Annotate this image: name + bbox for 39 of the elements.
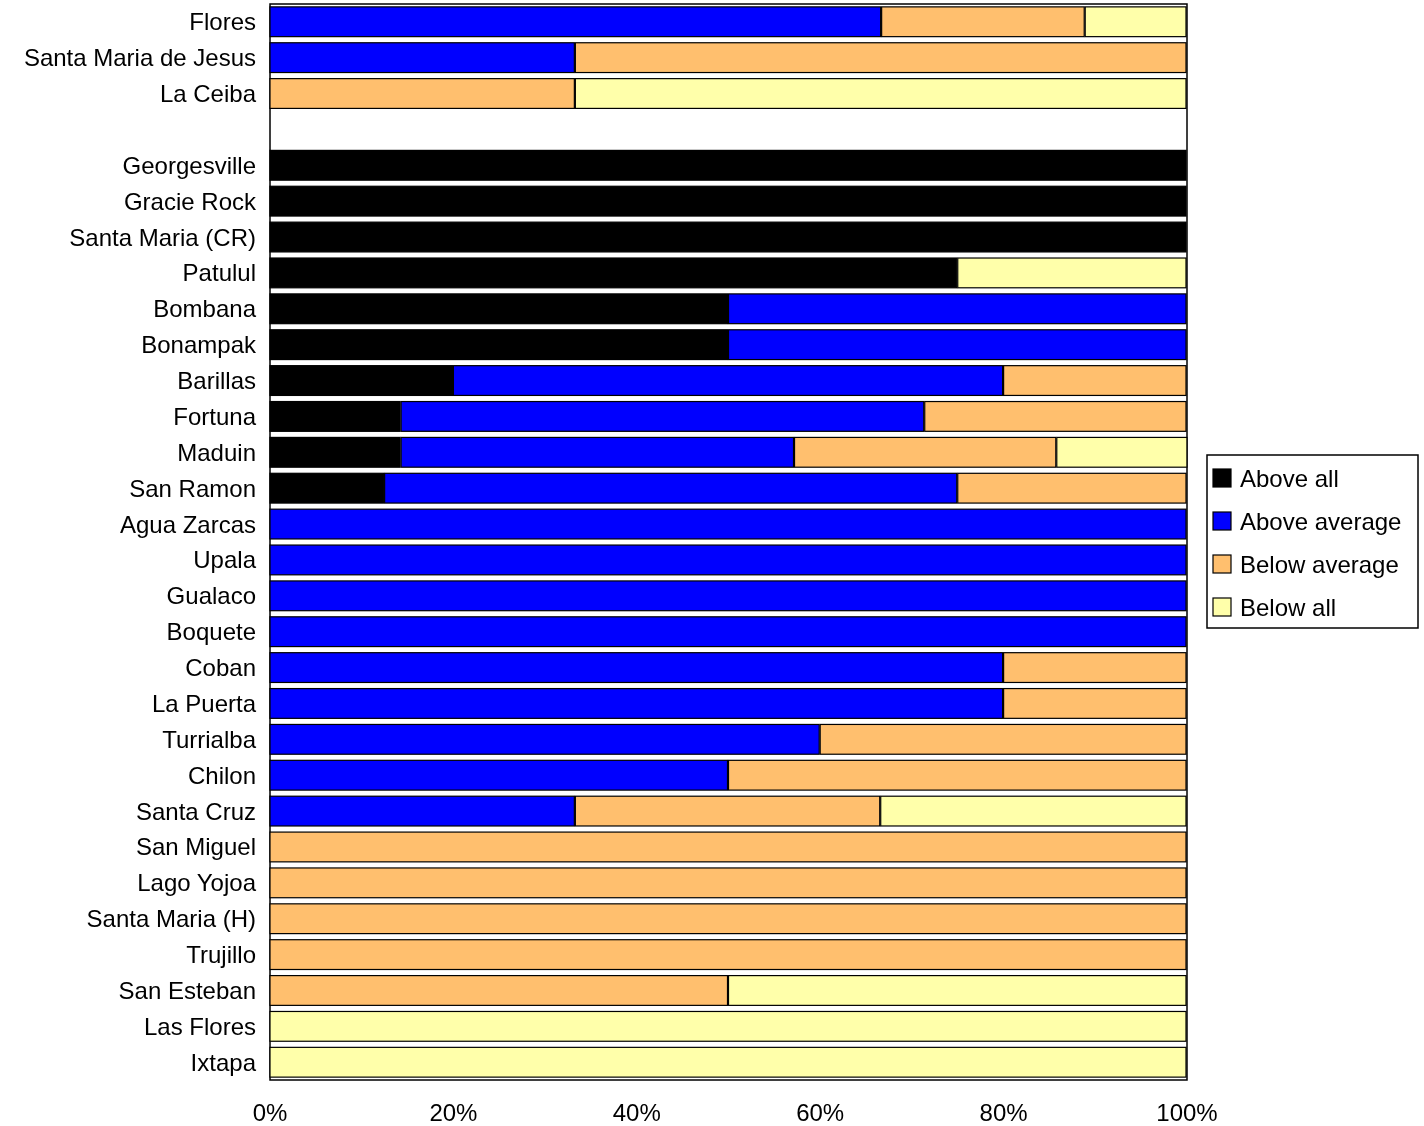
y-tick-label: Gracie Rock: [123, 187, 257, 215]
legend-label: Below average: [1240, 550, 1399, 578]
y-tick-label: Maduin: [177, 438, 256, 466]
y-tick-label: Flores: [189, 8, 256, 36]
y-tick-label: Upala: [193, 546, 257, 574]
legend-label: Below all: [1240, 593, 1337, 621]
y-tick-label: Santa Maria (CR): [69, 223, 256, 251]
y-tick-label: Georgesville: [122, 151, 256, 179]
y-tick-label: Ixtapa: [190, 1048, 257, 1076]
y-tick-label: Turrialba: [162, 725, 257, 753]
y-tick-label: La Ceiba: [159, 80, 257, 108]
y-tick-label: Boquete: [166, 618, 256, 646]
y-tick-label: Gualaco: [166, 582, 256, 610]
y-tick-label: Trujillo: [186, 941, 256, 969]
x-tick-label: 60%: [796, 1098, 845, 1126]
y-tick-label: Lago Yojoa: [137, 869, 257, 897]
y-tick-label: Las Flores: [143, 1012, 256, 1040]
x-tick-label: 20%: [429, 1098, 478, 1126]
x-tick-label: 80%: [979, 1098, 1028, 1126]
x-tick-label: 0%: [252, 1098, 288, 1126]
y-tick-label: Santa Maria (H): [86, 905, 256, 933]
y-tick-label: Bonampak: [141, 331, 257, 359]
y-tick-label: San Miguel: [135, 833, 256, 861]
legend-label: Above average: [1240, 507, 1402, 535]
y-tick-label: Fortuna: [173, 402, 257, 430]
y-tick-label: La Puerta: [151, 689, 257, 717]
y-tick-label: Agua Zarcas: [119, 510, 256, 538]
y-tick-label: Santa Cruz: [135, 797, 256, 825]
legend-label: Above all: [1240, 464, 1339, 492]
x-tick-label: 100%: [1156, 1098, 1218, 1126]
y-tick-label: Bombana: [153, 295, 257, 323]
x-tick-label: 40%: [612, 1098, 661, 1126]
y-tick-label: Coban: [185, 654, 256, 682]
y-tick-label: Chilon: [187, 761, 256, 789]
y-tick-label: Santa Maria de Jesus: [23, 44, 256, 72]
y-tick-label: Barillas: [177, 367, 256, 395]
y-tick-label: San Ramon: [129, 474, 256, 502]
y-tick-label: San Esteban: [118, 976, 256, 1004]
y-tick-label: Patulul: [182, 259, 256, 287]
